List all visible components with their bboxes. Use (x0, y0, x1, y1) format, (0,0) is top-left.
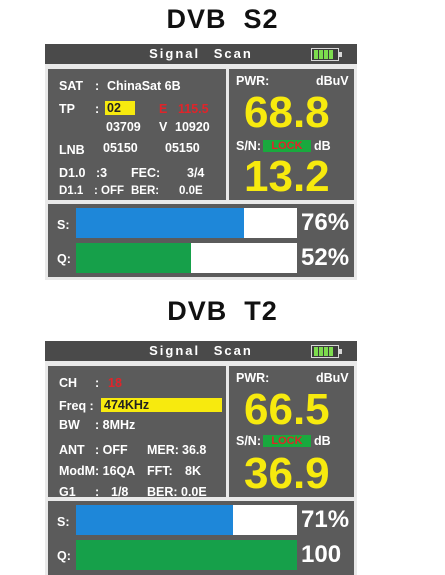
tp-symbol-rate: 03709 (106, 120, 141, 134)
signal-label: S: (57, 218, 70, 232)
mer-label: MER: (147, 443, 179, 457)
ant-label: ANT (59, 443, 85, 457)
bw-label: BW (59, 418, 80, 432)
section-heading-dvb-s2: DVB S2 (0, 4, 445, 35)
sn-label: S/N: (236, 139, 261, 153)
signal-strength-bar (76, 208, 297, 238)
ber-label: BER: (147, 485, 178, 499)
freq-label: Freq : (59, 399, 94, 413)
signal-quality-value: 100 (301, 541, 342, 568)
colon: : (95, 376, 100, 390)
lnb-value-2: 05150 (165, 141, 200, 155)
strength-quality-box: S: 76% Q: 52% (48, 204, 354, 277)
modm-value: : 16QA (95, 464, 136, 478)
signal-scan-panel-s2: Signal Scan SAT : ChinaSat 6B TP : 02 E … (45, 44, 357, 280)
heading-standard: T2 (244, 296, 278, 326)
colon: : (95, 102, 100, 116)
fec-value: 3/4 (187, 166, 205, 180)
sn-value: 13.2 (244, 152, 330, 201)
signal-scan-panel-t2: Signal Scan CH : 18 Freq : 474KHz BW : 8… (45, 341, 357, 575)
ch-label: CH (59, 376, 78, 390)
tp-frequency: 115.5 (178, 102, 209, 116)
sat-value: ChinaSat 6B (107, 79, 181, 93)
signal-label: S: (57, 515, 70, 529)
ber-value: 0.0E (181, 485, 207, 499)
heading-word: DVB (166, 4, 227, 34)
screen-title: Signal Scan (149, 343, 253, 358)
bw-value: : 8MHz (95, 418, 136, 432)
signal-quality-bar (76, 540, 297, 570)
fft-value: 8K (185, 464, 201, 478)
lock-indicator: LOCK (263, 140, 311, 152)
level-meter-box: PWR: dBuV 68.8 S/N: LOCK dB 13.2 (229, 69, 354, 200)
sn-value: 36.9 (244, 449, 330, 498)
mer-value: 36.8 (182, 443, 207, 457)
g1-label: G1 (59, 485, 76, 499)
ch-value: 18 (108, 376, 122, 390)
d11-label: D1.1 (59, 185, 84, 197)
signal-strength-value: 71% (301, 506, 350, 533)
signal-strength-bar (76, 505, 297, 535)
pwr-label: PWR: (236, 74, 270, 88)
ant-value: : OFF (95, 443, 128, 457)
battery-icon (311, 48, 342, 61)
lock-indicator: LOCK (263, 435, 311, 447)
colon: : (95, 79, 100, 93)
strength-quality-box: S: 71% Q: 100 (48, 501, 354, 575)
pwr-label: PWR: (236, 371, 270, 385)
ber-value: 0.0E (179, 185, 203, 197)
signal-strength-fill (76, 208, 244, 238)
d10-value: :3 (96, 166, 108, 180)
signal-quality-fill (76, 540, 297, 570)
level-meter-box: PWR: dBuV 66.5 S/N: LOCK dB 36.9 (229, 366, 354, 497)
freq-value: 474KHz (101, 398, 222, 412)
fec-label: FEC: (131, 166, 161, 180)
quality-label: Q: (57, 549, 71, 563)
quality-label: Q: (57, 252, 71, 266)
ber-label: BER: (131, 185, 160, 197)
title-bar: Signal Scan (45, 341, 357, 363)
tp-row2-frequency: 10920 (175, 120, 210, 134)
sn-unit: dB (314, 434, 331, 448)
screen-title: Signal Scan (149, 46, 253, 61)
lnb-value-1: 05150 (103, 141, 138, 155)
sn-unit: dB (314, 139, 331, 153)
sn-label: S/N: (236, 434, 261, 448)
colon: : (95, 485, 100, 499)
sat-label: SAT (59, 79, 84, 93)
d11-value: : OFF (94, 185, 125, 197)
tp-polarization: E (159, 102, 168, 116)
tp-label: TP (59, 102, 75, 116)
heading-standard: S2 (243, 4, 279, 34)
modm-label: ModM (59, 464, 96, 478)
tuning-info-box: CH : 18 Freq : 474KHz BW : 8MHz ANT : OF… (48, 366, 226, 499)
battery-icon (311, 345, 342, 358)
g1-value: 1/8 (111, 485, 129, 499)
signal-quality-fill (76, 243, 191, 273)
signal-strength-value: 76% (301, 209, 350, 236)
tp-row2-polarization: V (159, 120, 168, 134)
pwr-value: 66.5 (244, 385, 330, 434)
signal-quality-bar (76, 243, 297, 273)
tp-value: 02 (105, 101, 135, 115)
pwr-unit: dBuV (316, 74, 349, 88)
section-heading-dvb-t2: DVB T2 (0, 296, 445, 327)
d10-label: D1.0 (59, 166, 86, 180)
fft-label: FFT: (147, 464, 173, 478)
pwr-value: 68.8 (244, 88, 330, 137)
pwr-unit: dBuV (316, 371, 349, 385)
heading-word: DVB (167, 296, 228, 326)
title-bar: Signal Scan (45, 44, 357, 66)
signal-strength-fill (76, 505, 233, 535)
signal-quality-value: 52% (301, 244, 350, 271)
tuning-info-box: SAT : ChinaSat 6B TP : 02 E 115.5 03709 … (48, 69, 226, 200)
lnb-label: LNB (59, 143, 85, 157)
